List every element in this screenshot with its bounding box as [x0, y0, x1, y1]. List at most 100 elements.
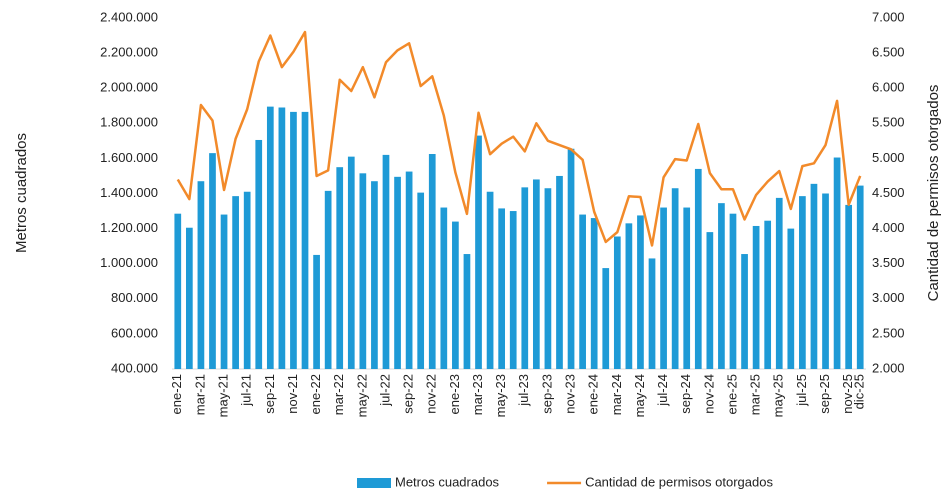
x-tick-label: ene-23 [447, 374, 462, 414]
y-tick-label: 1.800.000 [100, 115, 158, 130]
bar [799, 196, 806, 369]
x-tick-label: sep-21 [262, 374, 277, 414]
y-tick-label: 2.200.000 [100, 45, 158, 60]
x-tick-label: sep-22 [401, 374, 416, 414]
x-tick-label: dic-25 [852, 374, 867, 409]
y2-tick-label: 4.000 [872, 220, 905, 235]
bar [706, 232, 714, 369]
line [176, 30, 862, 247]
y-tick-label: 1.600.000 [100, 150, 158, 165]
y2-tick-label: 6.500 [872, 45, 905, 60]
bar [313, 254, 320, 369]
bar [174, 213, 182, 369]
x-tick-label: ene-24 [586, 374, 601, 414]
bar [498, 208, 506, 369]
bar [266, 106, 274, 369]
bar [255, 139, 263, 369]
x-tick-label: nov-24 [701, 374, 716, 414]
y2-tick-label: 4.500 [872, 185, 905, 200]
bar [359, 173, 367, 369]
bar [833, 157, 841, 369]
bar [532, 179, 540, 369]
bar [521, 187, 529, 369]
y-tick-label: 2.000.000 [100, 80, 158, 95]
legend-label: Metros cuadrados [395, 474, 500, 489]
bar [209, 153, 216, 369]
y2-axis-label: Cantidad de permisos otorgados [925, 85, 942, 302]
legend-swatch [357, 478, 391, 488]
bar [556, 175, 563, 369]
bar [613, 236, 621, 369]
x-tick-label: nov-22 [424, 374, 439, 414]
y2-tick-label: 2.000 [872, 360, 905, 375]
bar [694, 168, 702, 369]
bar [787, 228, 795, 369]
x-tick-label: nov-25 [840, 374, 855, 414]
bar [845, 204, 853, 369]
bar [764, 220, 772, 369]
y-tick-label: 2.400.000 [100, 9, 158, 24]
y-tick-label: 800.000 [111, 290, 158, 305]
bar [197, 181, 205, 369]
bar [452, 221, 459, 369]
bar [590, 218, 598, 369]
x-tick-label: nov-21 [285, 374, 300, 414]
bar [544, 188, 552, 369]
bar [371, 181, 378, 369]
x-tick-label: mar-21 [192, 374, 207, 415]
y2-tick-label: 2.500 [872, 325, 905, 340]
y-tick-label: 1.000.000 [100, 255, 158, 270]
bar [220, 214, 228, 369]
legend-label: Cantidad de permisos otorgados [585, 474, 773, 489]
bar [382, 154, 390, 369]
bar [243, 191, 251, 369]
bar [509, 211, 517, 369]
bar [856, 185, 864, 369]
bar [428, 154, 436, 369]
bar [486, 191, 494, 369]
bar [671, 188, 679, 369]
x-tick-label: sep-23 [539, 374, 554, 414]
bar [232, 196, 239, 369]
y2-tick-label: 6.000 [872, 80, 905, 95]
y2-tick-label: 3.000 [872, 290, 905, 305]
x-tick-label: jul-24 [655, 374, 670, 407]
x-tick-label: nov-23 [562, 374, 577, 414]
bar [579, 214, 586, 369]
bar [810, 183, 818, 369]
x-tick-label: mar-25 [748, 374, 763, 415]
x-tick-label: ene-25 [724, 374, 739, 414]
bar [718, 203, 725, 369]
bar [475, 135, 482, 369]
x-tick-label: may-24 [632, 374, 647, 417]
x-tick-label: mar-22 [331, 374, 346, 415]
x-tick-label: sep-25 [817, 374, 832, 414]
y-tick-label: 1.200.000 [100, 220, 158, 235]
x-tick-label: may-25 [771, 374, 786, 417]
x-tick-label: jul-25 [794, 374, 809, 407]
bar [602, 268, 610, 369]
y2-tick-label: 7.000 [872, 9, 905, 24]
bar [822, 193, 829, 369]
y2-tick-label: 5.000 [872, 150, 905, 165]
x-tick-label: sep-24 [678, 374, 693, 414]
bar [741, 254, 748, 369]
bar [440, 207, 448, 369]
bar [567, 148, 575, 369]
bar [185, 227, 193, 369]
bar [752, 225, 760, 369]
x-tick-label: jul-23 [516, 374, 531, 407]
y2-tick-label: 3.500 [872, 255, 905, 270]
x-tick-label: may-23 [493, 374, 508, 417]
bar [347, 156, 355, 369]
y2-tick-label: 5.500 [872, 115, 905, 130]
x-tick-label: mar-23 [470, 374, 485, 415]
bar [324, 190, 332, 369]
bar [729, 213, 737, 369]
x-tick-label: may-21 [215, 374, 230, 417]
x-tick-label: jul-22 [377, 374, 392, 407]
bar [405, 171, 413, 369]
bar [660, 207, 667, 369]
bar [775, 197, 783, 369]
